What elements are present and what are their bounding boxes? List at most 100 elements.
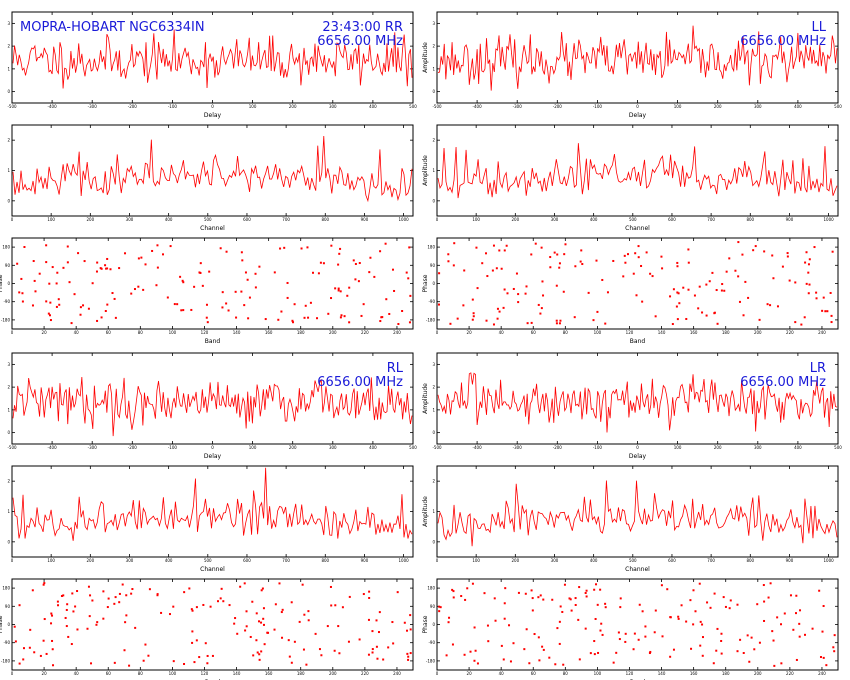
data-point xyxy=(190,608,193,611)
panel-rr-phase: 0 20 40 60 80 100 120 140 160 180 200 220 240 -180 -90… xyxy=(0,237,414,345)
data-point xyxy=(133,288,136,291)
data-point xyxy=(107,597,110,600)
data-point xyxy=(672,648,675,651)
data-point xyxy=(644,635,647,638)
data-point xyxy=(556,627,559,630)
data-point xyxy=(261,587,264,590)
x-tick-label: 220 xyxy=(361,671,369,676)
x-tick-label: 20 xyxy=(467,330,473,335)
data-point xyxy=(273,271,276,274)
x-tick-label: 1000 xyxy=(399,217,410,222)
data-point xyxy=(741,253,744,256)
x-tick-label: 140 xyxy=(233,671,241,676)
data-point xyxy=(798,635,801,638)
plot-frame xyxy=(436,237,839,330)
x-tick-label: 600 xyxy=(668,217,676,222)
data-point xyxy=(487,640,490,643)
data-point xyxy=(539,594,542,597)
y-tick-label: 0 xyxy=(7,622,10,627)
data-point xyxy=(83,260,86,263)
x-tick-label: 40 xyxy=(74,330,80,335)
x-tick-label: 220 xyxy=(786,671,794,676)
data-point xyxy=(585,589,588,592)
data-point xyxy=(95,623,98,626)
data-point xyxy=(249,635,252,638)
data-point xyxy=(475,246,478,249)
data-point xyxy=(307,619,310,622)
data-point xyxy=(352,259,355,262)
data-point xyxy=(776,616,779,619)
data-point xyxy=(137,257,140,260)
data-point xyxy=(211,654,214,657)
data-point xyxy=(156,593,159,596)
data-point xyxy=(715,649,718,652)
series-line-rr-delay xyxy=(12,29,413,89)
data-point xyxy=(626,253,629,256)
data-point xyxy=(34,290,37,293)
data-point xyxy=(124,621,127,624)
data-point xyxy=(492,244,495,247)
x-tick-label: 200 xyxy=(289,104,297,109)
data-point xyxy=(685,620,688,623)
x-tick-label: 200 xyxy=(289,445,297,450)
data-point xyxy=(201,284,204,287)
data-point xyxy=(821,630,824,633)
data-point xyxy=(86,627,89,630)
data-point xyxy=(680,604,683,607)
data-point xyxy=(243,582,246,585)
data-point xyxy=(460,595,463,598)
data-point xyxy=(219,247,222,250)
data-point xyxy=(495,267,498,270)
data-point xyxy=(387,646,390,649)
data-point xyxy=(244,629,247,632)
data-point xyxy=(144,643,147,646)
data-point xyxy=(264,318,267,321)
data-point xyxy=(155,284,158,287)
y-tick-label: -90 xyxy=(3,299,10,304)
data-point xyxy=(555,284,558,287)
data-point xyxy=(767,596,770,599)
data-point xyxy=(183,662,186,665)
data-point xyxy=(558,262,561,265)
y-tick-label: 2 xyxy=(432,479,435,484)
data-point xyxy=(645,251,648,254)
data-point xyxy=(39,654,42,657)
data-point xyxy=(298,620,301,623)
data-point xyxy=(517,591,520,594)
data-point xyxy=(114,316,117,319)
x-tick-label: 180 xyxy=(297,330,305,335)
data-point xyxy=(687,248,690,251)
y-tick-label: 2 xyxy=(432,138,435,143)
data-point xyxy=(301,583,304,586)
data-point xyxy=(52,664,55,667)
data-point xyxy=(303,316,306,319)
data-point xyxy=(29,628,32,631)
data-point xyxy=(241,259,244,262)
data-point xyxy=(338,252,341,255)
data-point xyxy=(821,309,824,312)
data-point xyxy=(604,322,607,325)
panel-rl-delay: -500 -400 -300 -200 -100 0 100 200 300 400 500 0 1 2 3… xyxy=(7,352,417,460)
data-point xyxy=(347,640,350,643)
data-point xyxy=(60,595,63,598)
data-point xyxy=(689,599,692,602)
data-point xyxy=(788,279,791,282)
data-point xyxy=(320,654,323,657)
data-point xyxy=(734,269,737,272)
data-point xyxy=(485,319,488,322)
data-point xyxy=(96,261,99,264)
data-point xyxy=(193,661,196,664)
data-point xyxy=(473,626,476,629)
data-point xyxy=(77,252,80,255)
data-point xyxy=(45,261,48,264)
data-point xyxy=(508,624,511,627)
data-point xyxy=(281,636,284,639)
data-point xyxy=(314,632,317,635)
series-line-rl-channel xyxy=(12,467,413,541)
x-tick-label: 40 xyxy=(74,671,80,676)
data-point xyxy=(622,275,625,278)
data-point xyxy=(739,638,742,641)
data-point xyxy=(392,642,395,645)
data-point xyxy=(21,300,24,303)
data-point xyxy=(38,272,41,275)
